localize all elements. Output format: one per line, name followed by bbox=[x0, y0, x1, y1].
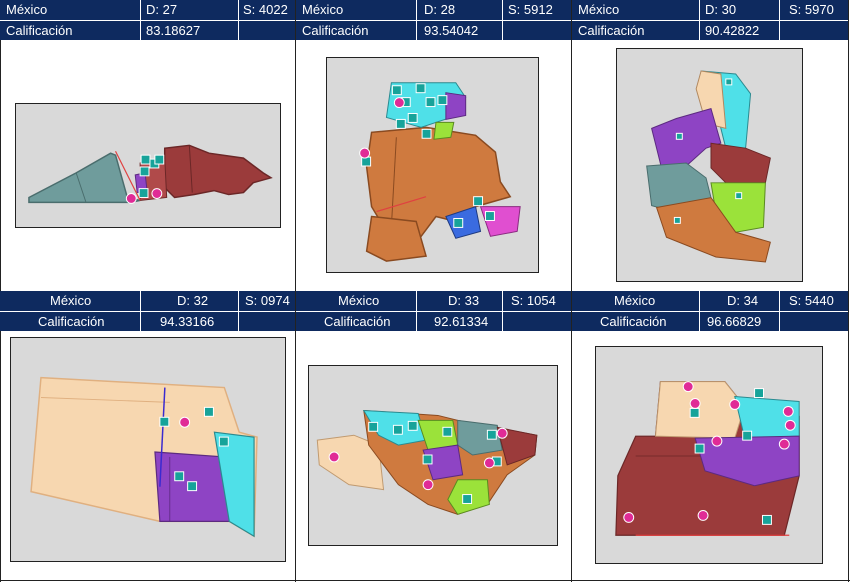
school-markers bbox=[673, 78, 743, 224]
school-markers bbox=[361, 83, 495, 228]
panel-header-row2: Calificación 90.42822 bbox=[572, 20, 848, 40]
map-d28 bbox=[359, 82, 521, 262]
center-markers bbox=[125, 188, 163, 204]
grid-border-right bbox=[848, 0, 849, 582]
panel-header-row2: Calificación 93.54042 bbox=[296, 20, 571, 40]
panel-header-row1: México D: 28 S: 5912 bbox=[296, 0, 571, 20]
grid-border-bottom bbox=[0, 580, 850, 581]
district-label: D: 33 bbox=[448, 293, 480, 308]
score-value: 94.33166 bbox=[160, 314, 215, 329]
score-label: Calificación bbox=[302, 23, 369, 38]
panel-d28: México D: 28 S: 5912 Calificación 93.540… bbox=[296, 0, 571, 290]
score-label: Calificación bbox=[6, 23, 73, 38]
map-frame[interactable] bbox=[15, 103, 281, 228]
panel-header-row2: Calificación 92.61334 bbox=[296, 311, 571, 331]
country-label: México bbox=[338, 293, 380, 308]
country-label: México bbox=[50, 293, 92, 308]
map-frame[interactable] bbox=[326, 57, 539, 273]
score-value: 96.66829 bbox=[707, 314, 762, 329]
score-label: Calificación bbox=[600, 314, 667, 329]
panel-d30: México D: 30 S: 5970 Calificación 90.428… bbox=[572, 0, 848, 290]
score-label: Calificación bbox=[578, 23, 645, 38]
map-d34 bbox=[615, 381, 800, 536]
school-markers bbox=[159, 406, 229, 492]
panel-header-row2: Calificación 83.18627 bbox=[0, 20, 295, 40]
section-label: S: 0974 bbox=[245, 293, 290, 308]
panel-header-row2: Calificación 94.33166 bbox=[0, 311, 295, 331]
map-frame[interactable] bbox=[10, 337, 286, 562]
panel-d32: México D: 32 S: 0974 Calificación 94.331… bbox=[0, 291, 295, 581]
panel-d27: México D: 27 S: 4022 Calificación 83.186… bbox=[0, 0, 295, 290]
score-value: 90.42822 bbox=[705, 23, 760, 38]
panel-header-row1: México D: 33 S: 1054 bbox=[296, 291, 571, 311]
map-d33 bbox=[316, 409, 538, 515]
country-label: México bbox=[614, 293, 656, 308]
grid-divider-2 bbox=[571, 0, 572, 582]
panel-header-row1: México D: 30 S: 5970 bbox=[572, 0, 848, 20]
district-label: D: 32 bbox=[177, 293, 209, 308]
map-d32 bbox=[30, 376, 258, 538]
section-label: S: 5440 bbox=[789, 293, 834, 308]
score-label: Calificación bbox=[324, 314, 391, 329]
score-value: 83.18627 bbox=[146, 23, 201, 38]
map-d30 bbox=[646, 70, 771, 263]
school-markers bbox=[368, 420, 502, 504]
school-markers bbox=[689, 388, 772, 525]
district-label: D: 28 bbox=[424, 2, 456, 17]
score-value: 93.54042 bbox=[424, 23, 479, 38]
section-label: S: 4022 bbox=[243, 2, 288, 17]
panel-header-row1: México D: 34 S: 5440 bbox=[572, 291, 848, 311]
country-label: México bbox=[578, 2, 620, 17]
panel-header-row1: México D: 27 S: 4022 bbox=[0, 0, 295, 20]
score-label: Calificación bbox=[38, 314, 105, 329]
score-value: 92.61334 bbox=[434, 314, 489, 329]
center-markers bbox=[179, 416, 191, 428]
section-label: S: 5912 bbox=[508, 2, 553, 17]
map-frame[interactable] bbox=[616, 48, 803, 282]
map-frame[interactable] bbox=[308, 365, 558, 546]
center-markers bbox=[328, 427, 508, 491]
district-label: D: 30 bbox=[705, 2, 737, 17]
school-markers bbox=[138, 154, 165, 198]
center-markers bbox=[623, 381, 796, 523]
country-label: México bbox=[302, 2, 344, 17]
center-markers bbox=[359, 97, 405, 159]
map-frame[interactable] bbox=[595, 346, 823, 564]
district-label: D: 27 bbox=[146, 2, 178, 17]
panel-header-row2: Calificación 96.66829 bbox=[572, 311, 848, 331]
panel-d34: México D: 34 S: 5440 Calificación 96.668… bbox=[572, 291, 848, 581]
map-d27 bbox=[28, 144, 273, 204]
section-label: S: 1054 bbox=[511, 293, 556, 308]
panel-header-row1: México D: 32 S: 0974 bbox=[0, 291, 295, 311]
district-label: D: 34 bbox=[727, 293, 759, 308]
panel-d33: México D: 33 S: 1054 Calificación 92.613… bbox=[296, 291, 571, 581]
grid-divider-1 bbox=[295, 0, 296, 582]
country-label: México bbox=[6, 2, 48, 17]
section-label: S: 5970 bbox=[789, 2, 834, 17]
